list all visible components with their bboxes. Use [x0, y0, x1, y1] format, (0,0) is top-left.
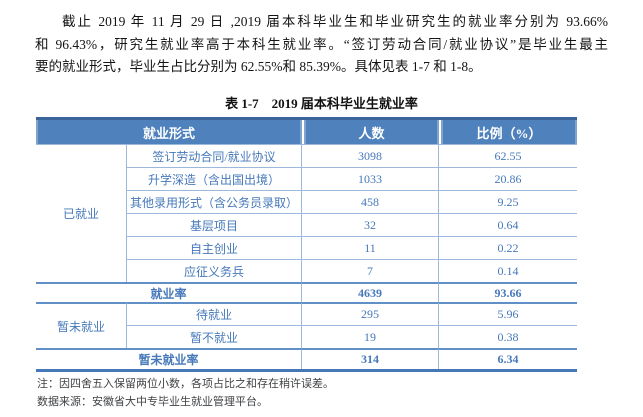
- header-count: 人数: [302, 120, 440, 144]
- cell-pct: 0.14: [439, 259, 578, 282]
- cell-count: 3098: [302, 144, 440, 167]
- cell-label: 暂未就业率: [36, 348, 303, 369]
- intro-line-2: 和 96.43%，研究生就业率高于本科生就业率。“签订劳动合同/就业协议”是毕业…: [35, 36, 608, 52]
- cell-count: 314: [302, 348, 440, 369]
- cell-pct: 0.38: [439, 325, 578, 348]
- unemployment-rate-row: 暂未就业率 314 6.34: [36, 348, 578, 369]
- cell-count: 19: [302, 325, 440, 348]
- rowgroup-unemployed: 暂未就业: [36, 302, 127, 348]
- employment-table-wrapper: 就业形式 人数 比例（%） 已就业 签订劳动合同/就业协议 3098 62.55…: [36, 117, 578, 372]
- header-employment-form: 就业形式: [36, 120, 303, 144]
- intro-line-1: 截止 2019 年 11 月 29 日 ,2019 届本科毕业生和毕业研究生的就…: [62, 14, 608, 29]
- cell-pct: 20.86: [439, 167, 578, 190]
- cell-count: 295: [302, 302, 440, 325]
- cell-pct: 62.55: [439, 144, 578, 167]
- table-row: 其他录用形式（含公务员录取） 458 9.25: [36, 190, 578, 213]
- cell-count: 458: [302, 190, 440, 213]
- cell-label: 待就业: [127, 302, 303, 325]
- cell-pct: 5.96: [439, 302, 578, 325]
- table-footnote: 注：因四舍五入保留两位小数，各项占比之和存在稍许误差。: [37, 378, 334, 390]
- cell-count: 4639: [302, 282, 440, 302]
- cell-label: 自主创业: [127, 236, 303, 259]
- table-row: 暂不就业 19 0.38: [36, 325, 578, 348]
- cell-label: 签订劳动合同/就业协议: [127, 144, 303, 167]
- rowgroup-employed: 已就业: [36, 144, 127, 282]
- cell-label: 其他录用形式（含公务员录取）: [127, 190, 303, 213]
- cell-pct: 6.34: [439, 348, 578, 369]
- table-row: 应征义务兵 7 0.14: [36, 259, 578, 282]
- cell-label: 升学深造（含出国出境）: [127, 167, 303, 190]
- table-row: 基层项目 32 0.64: [36, 213, 578, 236]
- employment-rate-row: 就业率 4639 93.66: [36, 282, 578, 302]
- cell-count: 32: [302, 213, 440, 236]
- intro-paragraph: 截止 2019 年 11 月 29 日 ,2019 届本科毕业生和毕业研究生的就…: [35, 11, 608, 79]
- table-row: 暂未就业 待就业 295 5.96: [36, 302, 578, 348]
- cell-label: 基层项目: [127, 213, 303, 236]
- table-row: 升学深造（含出国出境） 1033 20.86: [36, 167, 578, 190]
- header-percent: 比例（%）: [439, 120, 578, 144]
- table-row: 自主创业 11 0.22: [36, 236, 578, 259]
- cell-pct: 0.64: [439, 213, 578, 236]
- cell-count: 1033: [302, 167, 440, 190]
- cell-count: 7: [302, 259, 440, 282]
- header-row: 就业形式 人数 比例（%）: [36, 120, 578, 144]
- table-title: 表 1-7 2019 届本科毕业生就业率: [225, 96, 418, 111]
- data-source-note: 数据来源：安徽省大中专毕业生就业管理平台。: [37, 396, 268, 408]
- table-row: 已就业 签订劳动合同/就业协议 3098 62.55: [36, 144, 578, 282]
- employment-table: 就业形式 人数 比例（%） 已就业 签订劳动合同/就业协议 3098 62.55…: [36, 117, 578, 372]
- cell-label: 暂不就业: [127, 325, 303, 348]
- cell-pct: 93.66: [439, 282, 578, 302]
- cell-label: 就业率: [36, 282, 303, 302]
- cell-pct: 9.25: [439, 190, 578, 213]
- cell-count: 11: [302, 236, 440, 259]
- cell-label: 应征义务兵: [127, 259, 303, 282]
- intro-line-3: 要的就业形式，毕业生占比分别为 62.55%和 85.39%。具体见表 1-7 …: [35, 59, 482, 74]
- cell-pct: 0.22: [439, 236, 578, 259]
